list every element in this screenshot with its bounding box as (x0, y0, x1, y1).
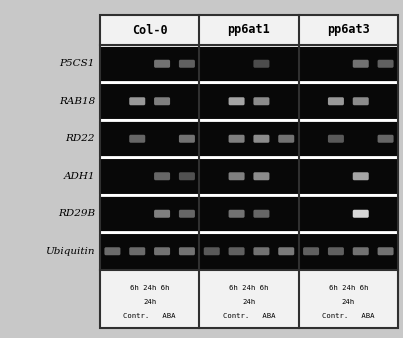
FancyBboxPatch shape (179, 172, 195, 180)
FancyBboxPatch shape (154, 97, 170, 105)
Bar (100, 15, 398, 328)
Text: pp6at3: pp6at3 (327, 24, 370, 37)
FancyBboxPatch shape (353, 97, 369, 105)
FancyBboxPatch shape (328, 97, 344, 105)
FancyBboxPatch shape (179, 135, 195, 143)
Bar (100, 15, 398, 328)
Bar (100, 121, 199, 156)
Text: Contr.   ABA: Contr. ABA (322, 313, 374, 319)
FancyBboxPatch shape (278, 135, 294, 143)
Text: P5CS1: P5CS1 (60, 59, 95, 68)
Text: 24h: 24h (342, 299, 355, 305)
Bar (299, 47, 397, 81)
Bar (200, 159, 298, 193)
FancyBboxPatch shape (229, 97, 245, 105)
Text: 24h: 24h (143, 299, 156, 305)
Bar (200, 121, 298, 156)
FancyBboxPatch shape (253, 135, 270, 143)
Text: Ubiquitin: Ubiquitin (46, 247, 95, 256)
Text: 24h: 24h (243, 299, 256, 305)
FancyBboxPatch shape (328, 135, 344, 143)
FancyBboxPatch shape (154, 172, 170, 180)
Text: pp6at1: pp6at1 (228, 24, 270, 37)
FancyBboxPatch shape (328, 247, 344, 255)
FancyBboxPatch shape (253, 247, 270, 255)
Bar (200, 84, 298, 119)
Text: ADH1: ADH1 (64, 172, 95, 181)
Text: 6h 24h 6h: 6h 24h 6h (328, 285, 368, 291)
Bar (100, 234, 199, 268)
FancyBboxPatch shape (378, 60, 394, 68)
Bar (299, 121, 397, 156)
Bar (200, 47, 298, 81)
Text: 6h 24h 6h: 6h 24h 6h (229, 285, 269, 291)
Bar (100, 15, 398, 45)
FancyBboxPatch shape (253, 210, 270, 218)
FancyBboxPatch shape (179, 247, 195, 255)
FancyBboxPatch shape (154, 210, 170, 218)
FancyBboxPatch shape (353, 247, 369, 255)
FancyBboxPatch shape (129, 97, 145, 105)
FancyBboxPatch shape (129, 135, 145, 143)
Text: RAB18: RAB18 (59, 97, 95, 106)
FancyBboxPatch shape (104, 247, 120, 255)
Bar (299, 84, 397, 119)
FancyBboxPatch shape (179, 60, 195, 68)
FancyBboxPatch shape (253, 172, 270, 180)
Bar (299, 196, 397, 231)
FancyBboxPatch shape (154, 247, 170, 255)
Text: 6h 24h 6h: 6h 24h 6h (130, 285, 169, 291)
Bar (100, 196, 199, 231)
Text: RD29B: RD29B (58, 209, 95, 218)
Text: Contr.   ABA: Contr. ABA (223, 313, 275, 319)
FancyBboxPatch shape (229, 135, 245, 143)
FancyBboxPatch shape (179, 210, 195, 218)
Bar (100, 159, 199, 193)
FancyBboxPatch shape (278, 247, 294, 255)
FancyBboxPatch shape (229, 247, 245, 255)
Bar (200, 196, 298, 231)
Bar (100, 47, 199, 81)
FancyBboxPatch shape (204, 247, 220, 255)
FancyBboxPatch shape (154, 60, 170, 68)
FancyBboxPatch shape (353, 172, 369, 180)
Bar (299, 234, 397, 268)
FancyBboxPatch shape (378, 135, 394, 143)
FancyBboxPatch shape (353, 210, 369, 218)
FancyBboxPatch shape (353, 60, 369, 68)
Text: Contr.   ABA: Contr. ABA (123, 313, 176, 319)
FancyBboxPatch shape (253, 60, 270, 68)
FancyBboxPatch shape (129, 247, 145, 255)
FancyBboxPatch shape (229, 210, 245, 218)
FancyBboxPatch shape (303, 247, 319, 255)
Bar (100, 84, 199, 119)
FancyBboxPatch shape (229, 172, 245, 180)
Bar (299, 159, 397, 193)
FancyBboxPatch shape (378, 247, 394, 255)
FancyBboxPatch shape (253, 97, 270, 105)
Text: RD22: RD22 (66, 134, 95, 143)
Text: Col-0: Col-0 (132, 24, 168, 37)
Bar (200, 234, 298, 268)
Bar (100, 270, 398, 328)
